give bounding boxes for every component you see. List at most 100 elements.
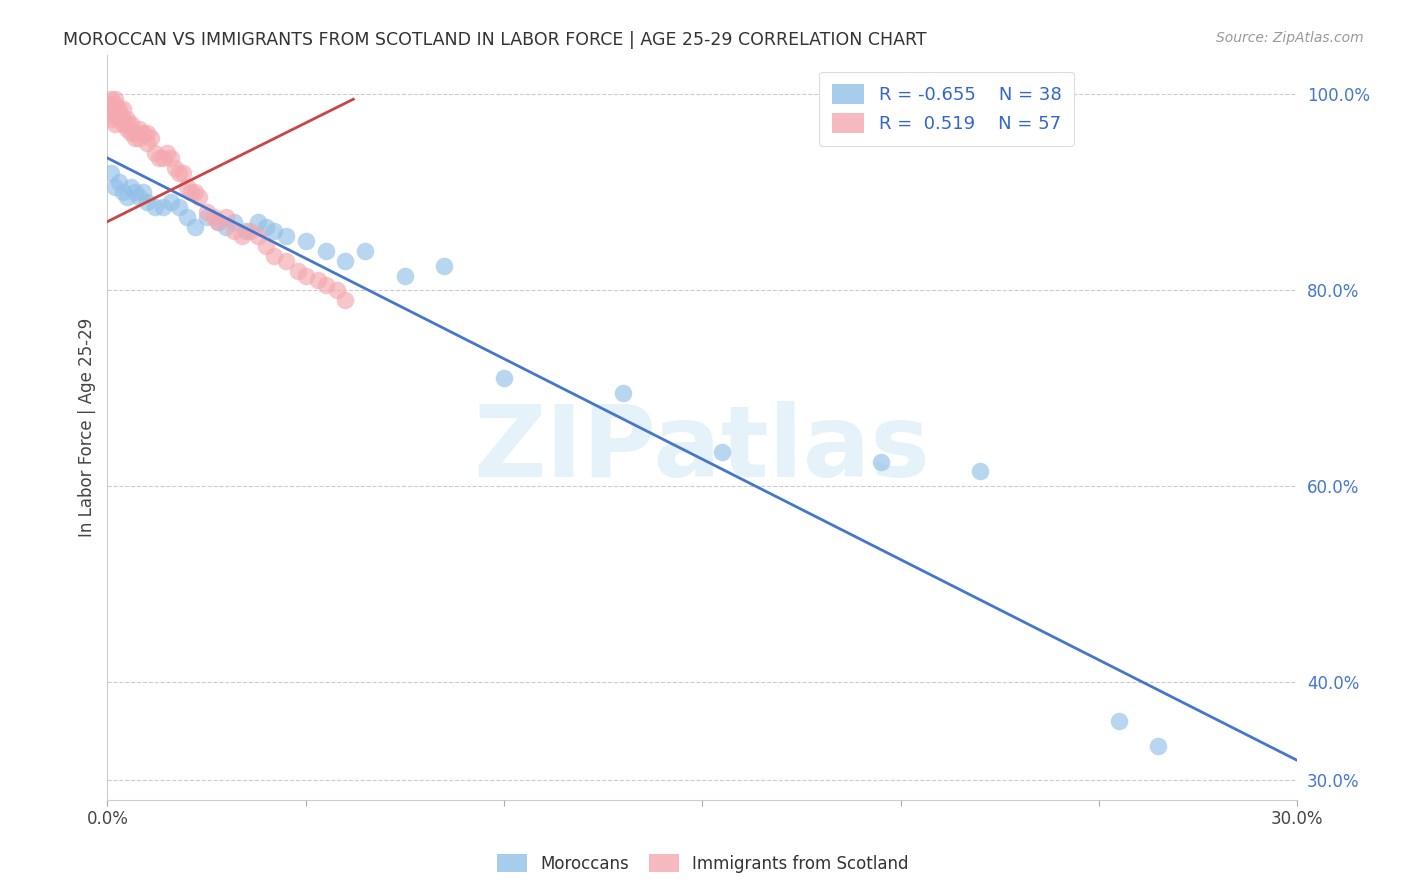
- Point: [120, 127, 142, 141]
- Point: [176, 180, 198, 194]
- Point: [215, 219, 238, 234]
- Point: [231, 229, 253, 244]
- Point: [239, 224, 262, 238]
- Point: [263, 224, 285, 238]
- Point: [326, 283, 349, 297]
- Point: [254, 219, 277, 234]
- Point: [128, 131, 150, 145]
- Point: [207, 214, 229, 228]
- Point: [136, 127, 159, 141]
- Point: [167, 200, 190, 214]
- Point: [115, 190, 138, 204]
- Point: [1147, 739, 1170, 753]
- Point: [124, 127, 146, 141]
- Point: [104, 180, 127, 194]
- Point: [115, 117, 138, 131]
- Point: [315, 278, 337, 293]
- Point: [215, 210, 238, 224]
- Point: [108, 176, 131, 190]
- Point: [112, 117, 135, 131]
- Point: [156, 146, 179, 161]
- Point: [287, 263, 309, 277]
- Point: [187, 190, 209, 204]
- Point: [160, 151, 183, 165]
- Point: [143, 146, 166, 161]
- Point: [152, 200, 174, 214]
- Point: [120, 117, 142, 131]
- Point: [224, 214, 246, 228]
- Point: [294, 234, 316, 248]
- Point: [195, 210, 218, 224]
- Point: [112, 186, 135, 200]
- Point: [183, 186, 205, 200]
- Point: [100, 107, 122, 121]
- Point: [100, 112, 122, 126]
- Point: [108, 107, 131, 121]
- Point: [148, 151, 170, 165]
- Point: [108, 102, 131, 116]
- Point: [263, 249, 285, 263]
- Point: [128, 190, 150, 204]
- Point: [104, 102, 127, 116]
- Point: [104, 92, 127, 106]
- Point: [104, 117, 127, 131]
- Point: [132, 127, 155, 141]
- Point: [124, 131, 146, 145]
- Point: [711, 445, 734, 459]
- Text: MOROCCAN VS IMMIGRANTS FROM SCOTLAND IN LABOR FORCE | AGE 25-29 CORRELATION CHAR: MOROCCAN VS IMMIGRANTS FROM SCOTLAND IN …: [63, 31, 927, 49]
- Point: [176, 210, 198, 224]
- Point: [224, 224, 246, 238]
- Point: [969, 464, 991, 478]
- Point: [112, 102, 135, 116]
- Point: [433, 259, 456, 273]
- Point: [143, 200, 166, 214]
- Point: [869, 455, 891, 469]
- Point: [335, 293, 357, 307]
- Point: [136, 195, 159, 210]
- Point: [108, 112, 131, 126]
- Point: [136, 136, 159, 151]
- Point: [115, 112, 138, 126]
- Point: [180, 186, 202, 200]
- Point: [207, 214, 229, 228]
- Point: [294, 268, 316, 283]
- Point: [1108, 714, 1130, 728]
- Point: [124, 186, 146, 200]
- Point: [120, 180, 142, 194]
- Point: [132, 186, 155, 200]
- Point: [115, 121, 138, 136]
- Point: [100, 92, 122, 106]
- Point: [128, 121, 150, 136]
- Point: [247, 229, 270, 244]
- Legend: R = -0.655    N = 38, R =  0.519    N = 57: R = -0.655 N = 38, R = 0.519 N = 57: [820, 71, 1074, 145]
- Point: [612, 386, 634, 401]
- Point: [160, 195, 183, 210]
- Point: [394, 268, 416, 283]
- Point: [195, 205, 218, 219]
- Point: [307, 273, 329, 287]
- Point: [104, 97, 127, 112]
- Point: [112, 112, 135, 126]
- Y-axis label: In Labor Force | Age 25-29: In Labor Force | Age 25-29: [79, 318, 96, 537]
- Point: [492, 371, 515, 385]
- Point: [139, 131, 162, 145]
- Legend: Moroccans, Immigrants from Scotland: Moroccans, Immigrants from Scotland: [491, 847, 915, 880]
- Point: [152, 151, 174, 165]
- Point: [163, 161, 186, 175]
- Point: [254, 239, 277, 253]
- Point: [204, 210, 226, 224]
- Point: [183, 219, 205, 234]
- Text: ZIPatlas: ZIPatlas: [474, 401, 931, 498]
- Point: [100, 166, 122, 180]
- Point: [235, 224, 257, 238]
- Point: [315, 244, 337, 258]
- Point: [100, 102, 122, 116]
- Point: [335, 253, 357, 268]
- Point: [354, 244, 377, 258]
- Point: [172, 166, 194, 180]
- Text: Source: ZipAtlas.com: Source: ZipAtlas.com: [1216, 31, 1364, 45]
- Point: [274, 253, 297, 268]
- Point: [167, 166, 190, 180]
- Point: [247, 214, 270, 228]
- Point: [100, 97, 122, 112]
